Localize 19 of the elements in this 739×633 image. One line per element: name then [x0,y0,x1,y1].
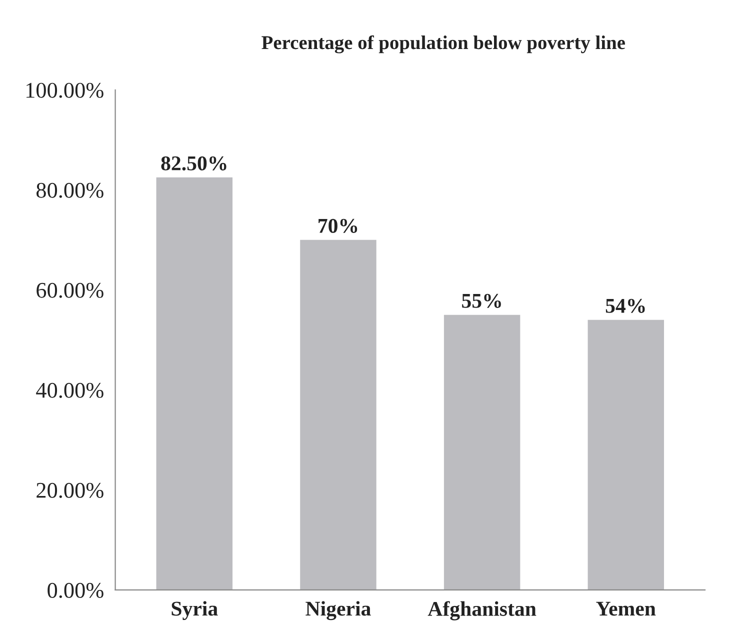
y-tick-label: 80.00% [36,182,104,198]
bar [444,314,520,590]
x-tick-label: Afghanistan [428,601,536,620]
x-tick-label: Syria [172,601,218,620]
data-label: 70% [318,218,358,233]
x-tick-label: Yemen [596,602,656,616]
data-label: 54% [606,298,645,313]
bar [588,320,664,590]
y-tick-label: 60.00% [36,282,104,298]
data-label: 55% [462,294,501,308]
chart-title: Percentage of population below poverty line [262,35,625,54]
y-tick-label: 40.00% [36,382,104,398]
data-label: 82.50% [161,156,226,170]
bar [156,177,233,590]
y-tick-label: 100.00% [26,82,104,98]
y-tick-label: 20.00% [36,482,104,498]
y-tick-label: 0.00% [48,582,104,598]
bar [300,240,376,590]
x-tick-label: Nigeria [306,601,371,620]
